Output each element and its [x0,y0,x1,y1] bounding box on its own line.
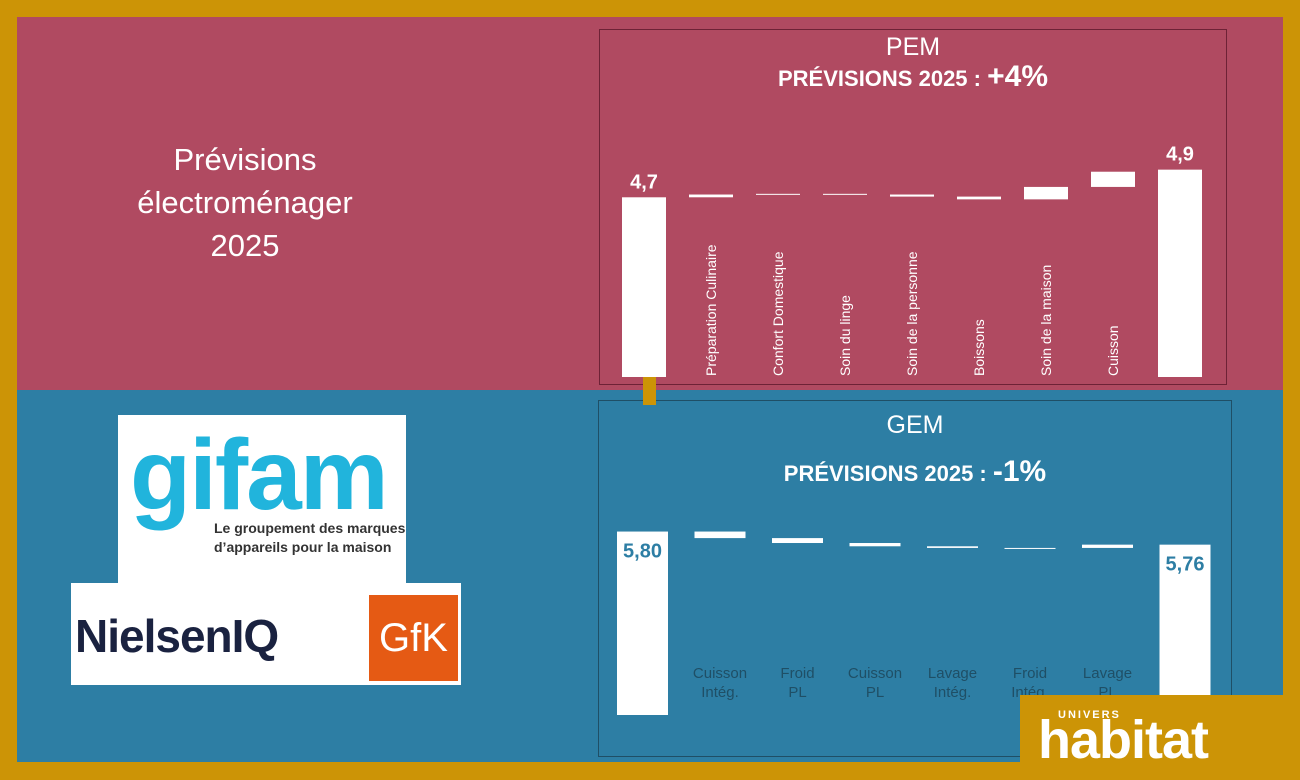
waterfall-delta-bar [694,531,746,539]
waterfall-start-bar [622,197,666,377]
habitat-wordmark: habitat [1038,710,1209,770]
category-label: Cuisson PL [848,665,902,701]
gifam-tagline-line2: d’appareils pour la maison [214,539,392,555]
pem-title: PEM [885,33,941,61]
pem-subtitle: PRÉVISIONS 2025 : +4% [600,60,1226,94]
category-label: Cuisson Intég. [693,665,747,701]
gem-panel: GEM PRÉVISIONS 2025 : -1% [598,400,1232,757]
waterfall-delta-bar [756,193,800,195]
gifam-tagline-line1: Le groupement des marques [214,520,406,536]
waterfall-delta-bar [1082,544,1133,548]
gem-subtitle-prefix: PRÉVISIONS 2025 : [783,461,987,486]
gem-subtitle: PRÉVISIONS 2025 : -1% [599,455,1231,489]
waterfall-start-bar [617,531,668,715]
category-label: Préparation Culinaire [703,244,719,376]
pem-subtitle-prefix: PRÉVISIONS 2025 : [778,66,981,91]
gifam-logo: gifam Le groupement des marques d’appare… [118,415,406,583]
waterfall-delta-bar [689,194,733,198]
gfk-logo: GfK [369,595,458,681]
waterfall-delta-bar [849,543,901,547]
waterfall-end-label: 4,9 [1166,144,1194,166]
category-label: Lavage Intég. [928,665,977,701]
panel-connector [643,374,656,405]
waterfall-start-label: 4,7 [630,171,658,193]
gem-title: GEM [886,411,944,439]
waterfall-end-bar [1158,169,1202,377]
waterfall-end-label: 5,76 [1166,554,1205,576]
waterfall-delta-bar [1004,547,1056,549]
univers-habitat-logo: UNIVERS habitat [1020,695,1283,770]
category-label: Froid PL [780,665,814,701]
univers-label: UNIVERS [1058,709,1121,721]
waterfall-delta-bar [772,538,823,544]
category-label: Soin du linge [837,295,853,376]
gem-chart: 5,80 5,76 Cuisson Intég. Froid PL Cuisson PL Lav… [617,531,1211,715]
waterfall-delta-bar [927,546,978,548]
waterfall-delta-bar [1024,186,1068,200]
waterfall-start-label: 5,80 [623,541,662,563]
waterfall-delta-bar [823,193,867,195]
nielseniq-logo: NielsenIQ [75,610,279,662]
waterfall-delta-bar [890,194,934,197]
category-label: Cuisson [1105,325,1121,376]
pem-panel: PEM PRÉVISIONS 2025 : +4% [599,29,1227,385]
pem-subtitle-value: +4% [987,60,1048,93]
main-title: Prévisions électroménager 2025 [137,142,353,263]
category-label: Soin de la maison [1038,265,1054,376]
niq-gfk-logos: NielsenIQ GfK [71,583,461,685]
gifam-wordmark: gifam [130,419,389,531]
pem-chart: 4,7 4,9 Préparation Culinaire Confort Domes… [622,144,1202,377]
waterfall-delta-bar [1091,171,1135,187]
category-label: Soin de la personne [904,251,920,376]
category-label: Boissons [971,319,987,376]
gem-subtitle-value: -1% [992,455,1047,488]
gifam-tagline: Le groupement des marques d’appareils po… [214,519,405,557]
waterfall-end-bar [1159,544,1211,715]
category-label: Confort Domestique [770,251,786,376]
waterfall-delta-bar [957,196,1001,200]
